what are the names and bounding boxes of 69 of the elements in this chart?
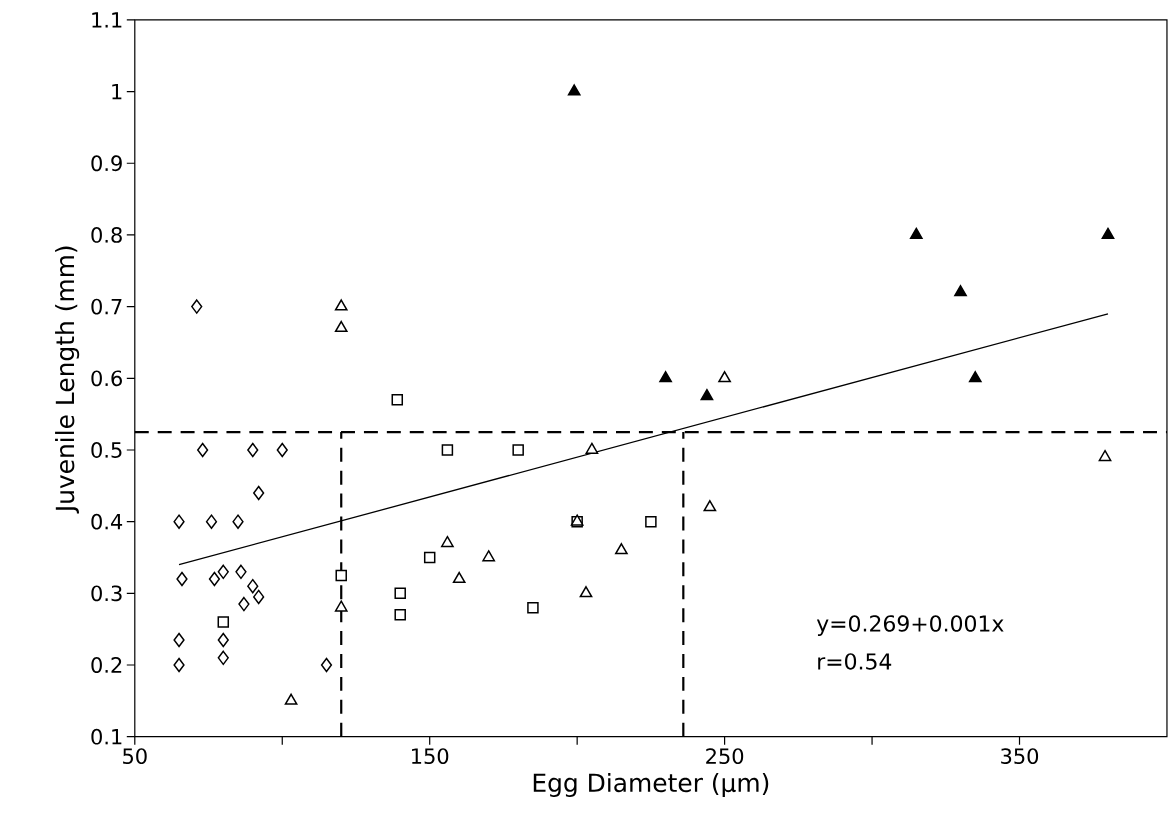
y-tick-label: 0.8 bbox=[91, 227, 122, 243]
point bbox=[482, 550, 496, 562]
point bbox=[253, 589, 265, 605]
point bbox=[235, 564, 247, 580]
point bbox=[703, 500, 717, 512]
y-tick-label: 0.5 bbox=[91, 442, 122, 458]
point bbox=[173, 632, 185, 648]
point bbox=[659, 371, 673, 383]
y-tick-label: 0.6 bbox=[91, 370, 122, 387]
point bbox=[391, 394, 404, 406]
y-tick-label: 0.3 bbox=[91, 585, 122, 602]
point bbox=[208, 571, 221, 587]
y-tick-label: 1.1 bbox=[92, 12, 122, 28]
y-tick-label: 0.4 bbox=[91, 513, 123, 530]
point bbox=[173, 657, 185, 673]
x-axis-title: Egg Diameter (µm) bbox=[533, 772, 769, 797]
point bbox=[191, 299, 203, 314]
point bbox=[585, 442, 599, 454]
point bbox=[217, 616, 230, 628]
point bbox=[1101, 227, 1115, 239]
point bbox=[441, 535, 454, 548]
point bbox=[173, 514, 185, 529]
point bbox=[334, 600, 348, 612]
annotation: r=0.54 bbox=[818, 653, 892, 670]
point bbox=[334, 299, 348, 311]
y-axis-title: Juvenile Length (mm) bbox=[55, 246, 80, 514]
x-tick-label: 50 bbox=[123, 748, 147, 765]
point bbox=[238, 596, 250, 612]
point bbox=[320, 657, 333, 673]
point bbox=[527, 601, 539, 614]
point bbox=[441, 444, 454, 456]
point bbox=[954, 285, 967, 297]
x-tick-label: 250 bbox=[706, 748, 744, 765]
point bbox=[423, 551, 436, 564]
point bbox=[217, 564, 229, 580]
point bbox=[452, 571, 466, 583]
point bbox=[247, 442, 259, 458]
point bbox=[567, 84, 581, 96]
point bbox=[334, 320, 348, 333]
x-tick-label: 350 bbox=[1001, 748, 1039, 765]
y-tick-label: 0.2 bbox=[91, 657, 122, 673]
point bbox=[615, 543, 628, 555]
point bbox=[700, 388, 714, 401]
point bbox=[284, 693, 298, 705]
point bbox=[645, 515, 657, 528]
point bbox=[276, 442, 288, 458]
point bbox=[718, 371, 731, 383]
point bbox=[394, 609, 406, 621]
point bbox=[1098, 449, 1112, 462]
point bbox=[176, 571, 188, 587]
point bbox=[197, 442, 209, 458]
y-tick-label: 0.1 bbox=[91, 728, 122, 745]
point bbox=[968, 371, 982, 383]
point bbox=[335, 569, 347, 582]
annotation: y=0.269+0.001x bbox=[816, 615, 1004, 637]
point bbox=[205, 514, 218, 529]
point bbox=[909, 227, 923, 239]
point bbox=[579, 586, 593, 598]
point bbox=[232, 514, 244, 529]
point bbox=[217, 650, 229, 666]
y-tick-label: 1 bbox=[112, 83, 122, 100]
point bbox=[217, 632, 229, 648]
point bbox=[394, 587, 406, 600]
x-tick-label: 150 bbox=[412, 748, 449, 765]
point bbox=[512, 444, 524, 456]
y-tick-label: 0.7 bbox=[91, 298, 122, 315]
point bbox=[247, 578, 259, 594]
y-tick-label: 0.9 bbox=[91, 155, 122, 172]
point bbox=[253, 485, 265, 501]
